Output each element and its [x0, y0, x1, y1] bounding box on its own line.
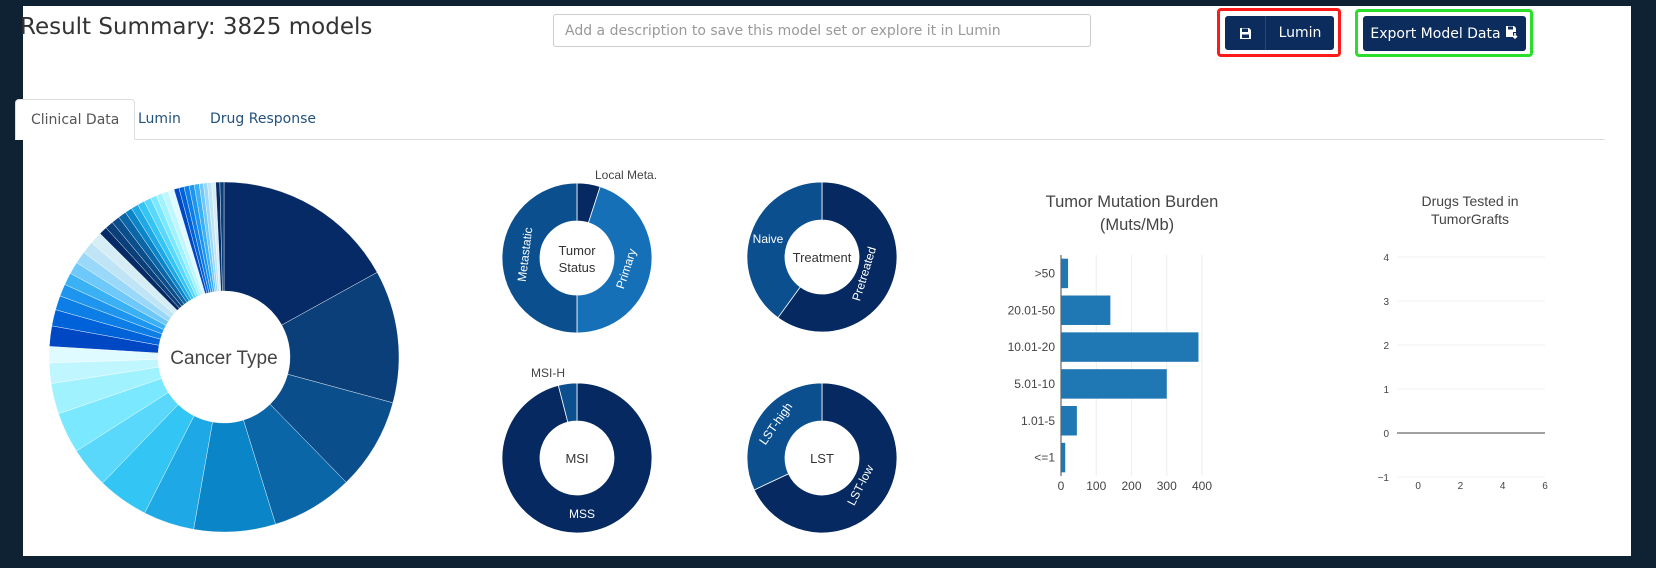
lumin-button-highlight	[1217, 8, 1341, 57]
tmb-bar	[1061, 295, 1111, 325]
export-button-highlight	[1355, 9, 1533, 57]
drugs-title: TumorGrafts	[1431, 211, 1509, 227]
drugs-x-tick: 0	[1415, 481, 1421, 492]
donut-center-label: Tumor	[558, 243, 596, 258]
donut-slice	[746, 382, 823, 491]
tab-clinical-data[interactable]: Clinical Data	[15, 99, 136, 140]
drugs-y-tick: −1	[1378, 473, 1390, 484]
donut-slice-label: MSS	[569, 507, 595, 521]
drugs-y-tick: 4	[1383, 253, 1389, 264]
tmb-y-tick: >50	[1035, 266, 1056, 280]
export-model-data-button[interactable]: Export Model Data	[1363, 16, 1526, 51]
donut-slice	[501, 382, 653, 534]
donut-slice-label: Local Meta.	[595, 168, 657, 182]
donut-center-label: LST	[810, 451, 834, 466]
tmb-x-tick: 300	[1157, 479, 1177, 493]
donut-slice	[576, 186, 653, 334]
drugs-y-tick: 0	[1383, 429, 1389, 440]
donut-slice	[753, 382, 898, 534]
donut-slice-label: MSI-H	[531, 366, 565, 380]
tmb-bar	[1061, 369, 1167, 399]
tab-drug-response[interactable]: Drug Response	[210, 111, 316, 127]
tmb-title: (Muts/Mb)	[1100, 216, 1174, 234]
cancer-type-chart: Cancer Type	[48, 181, 400, 533]
tmb-y-tick: 5.01-10	[1014, 377, 1055, 391]
save-icon	[1225, 27, 1265, 40]
cancer-type-slice	[223, 181, 378, 326]
tmb-y-tick: <=1	[1034, 451, 1055, 465]
tmb-bar	[1061, 406, 1077, 436]
tmb-bar	[1061, 332, 1199, 362]
tmb-y-tick: 10.01-20	[1008, 340, 1056, 354]
tmb-bar-chart: Tumor Mutation Burden (Muts/Mb) 0 100 200 300…	[1008, 193, 1219, 493]
cancer-type-slice	[219, 181, 225, 292]
drugs-x-tick: 2	[1458, 481, 1464, 492]
drugs-y-tick: 3	[1383, 297, 1389, 308]
export-button-label: Export Model Data	[1370, 25, 1501, 42]
drugs-x-tick: 4	[1500, 481, 1506, 492]
donut-slice	[746, 181, 823, 319]
tmb-x-tick: 200	[1121, 479, 1141, 493]
tmb-y-tick: 1.01-5	[1021, 414, 1055, 428]
donut-center-label: Status	[559, 260, 596, 275]
save-download-icon	[1505, 25, 1519, 43]
donut-center-label: MSI	[565, 451, 588, 466]
donut-chart-2: MSS MSI-H MSI	[501, 366, 653, 534]
donut-slice	[557, 382, 578, 423]
tmb-y-tick: 20.01-50	[1008, 303, 1056, 317]
donut-slice	[777, 181, 898, 333]
tab-bar: Clinical Data Lumin Drug Response	[15, 99, 1605, 140]
page-title: Result Summary: 3825 models	[20, 14, 373, 40]
tmb-title: Tumor Mutation Burden	[1046, 193, 1219, 211]
cancer-type-center-label: Cancer Type	[170, 348, 277, 369]
description-input[interactable]	[553, 14, 1091, 47]
tmb-bar	[1061, 442, 1066, 473]
donut-slice-label: Metastatic	[515, 227, 536, 283]
donut-slice-label: Naive	[753, 232, 784, 246]
tab-lumin[interactable]: Lumin	[138, 111, 181, 127]
drugs-tested-chart: Drugs Tested in TumorGrafts −1 0 1 2 3 4 0 2 4 6	[1378, 193, 1549, 492]
tmb-x-tick: 400	[1192, 479, 1212, 493]
drugs-y-tick: 1	[1383, 385, 1389, 396]
donut-slice	[501, 182, 578, 334]
drugs-x-tick: 6	[1542, 481, 1548, 492]
lumin-button-label: Lumin	[1278, 25, 1322, 41]
tmb-x-tick: 100	[1086, 479, 1106, 493]
drugs-title: Drugs Tested in	[1421, 193, 1518, 209]
drugs-y-tick: 2	[1383, 341, 1389, 352]
tmb-bar	[1061, 258, 1069, 289]
donut-center-label: Treatment	[793, 250, 852, 265]
tmb-x-tick: 0	[1058, 479, 1065, 493]
lumin-button[interactable]: Lumin	[1225, 16, 1334, 50]
